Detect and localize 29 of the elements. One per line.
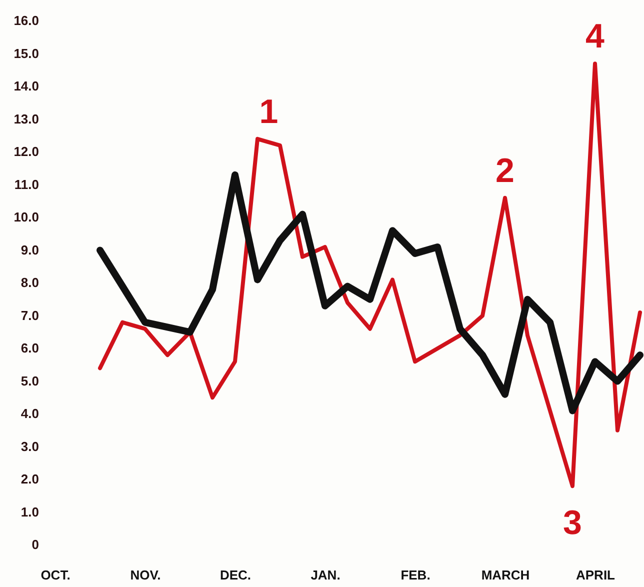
y-tick-label: 14.0 — [14, 78, 39, 94]
y-tick-label: 10.0 — [14, 210, 39, 224]
y-tick-label: 0 — [32, 537, 39, 552]
x-tick-label: MARCH — [481, 568, 530, 582]
annotation: 1 — [259, 92, 278, 131]
y-tick-label: 2.0 — [20, 472, 39, 486]
x-tick-label: APRIL — [576, 568, 616, 582]
annotation: 2 — [496, 152, 514, 190]
y-tick-label: 11.0 — [14, 176, 39, 192]
y-tick-label: 8.0 — [20, 275, 39, 290]
x-tick-label: JAN. — [310, 568, 340, 582]
annotation: 4 — [586, 18, 605, 56]
x-tick-label: OCT. — [40, 568, 70, 582]
line-series — [98, 62, 642, 488]
y-tick-label: 3.0 — [20, 438, 39, 454]
y-tick-label: 13.0 — [14, 111, 39, 126]
y-tick-label: 15.0 — [14, 46, 39, 61]
y-tick-label: 1.0 — [20, 504, 39, 520]
x-tick-label: NOV. — [130, 568, 161, 582]
annotation: 3 — [563, 504, 582, 542]
y-tick-label: 7.0 — [20, 308, 39, 323]
y-tick-label: 5.0 — [20, 373, 39, 388]
y-tick-label: 12.0 — [14, 144, 39, 159]
x-tick-label: FEB. — [400, 568, 430, 582]
y-tick-label: 16.0 — [14, 13, 39, 28]
x-tick-label: DEC. — [220, 568, 252, 582]
y-tick-label: 9.0 — [20, 242, 39, 258]
y-tick-label: 4.0 — [20, 406, 39, 421]
y-tick-label: 6.0 — [20, 340, 39, 356]
